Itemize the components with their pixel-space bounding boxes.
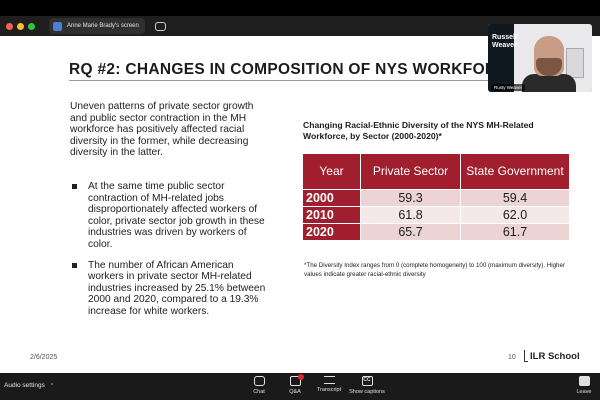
video-banner-name: Russell Weaver bbox=[492, 34, 517, 50]
show-captions-label: Show captions bbox=[349, 389, 385, 395]
wall-art bbox=[566, 48, 584, 78]
participant-beard bbox=[536, 58, 562, 76]
slide-title: RQ #2: CHANGES IN COMPOSITION OF NYS WOR… bbox=[69, 61, 519, 78]
notification-badge-icon bbox=[297, 374, 304, 380]
top-black-bar bbox=[0, 0, 600, 16]
table-row: 2010 61.8 62.0 bbox=[302, 206, 570, 224]
table-row: 2020 65.7 61.7 bbox=[302, 223, 570, 241]
window-controls bbox=[6, 22, 35, 30]
show-captions-button[interactable]: CC Show captions bbox=[347, 376, 387, 395]
participant-shirt bbox=[522, 74, 576, 92]
qa-button[interactable]: Q&A bbox=[275, 374, 315, 395]
cell-private: 61.8 bbox=[360, 206, 461, 224]
bullet-text: The number of African American workers i… bbox=[88, 259, 266, 317]
header-private-sector: Private Sector bbox=[360, 153, 461, 190]
audio-settings-button[interactable]: Audio settings ^ bbox=[4, 382, 53, 389]
leave-label: Leave bbox=[576, 389, 592, 395]
ilr-logo-mark-icon bbox=[524, 350, 528, 362]
ilr-school-logo: ILR School bbox=[524, 349, 580, 363]
cell-year: 2000 bbox=[302, 189, 361, 207]
slide-bullet-list: At the same time public sector contracti… bbox=[70, 181, 270, 327]
chat-icon bbox=[253, 376, 265, 386]
participant-name-badge: Rusty Weaver bbox=[491, 84, 526, 91]
bullet-marker bbox=[72, 262, 77, 268]
leave-button[interactable]: Leave bbox=[570, 376, 598, 395]
header-state-government: State Government bbox=[460, 153, 570, 190]
chat-bubble-icon[interactable] bbox=[154, 21, 166, 31]
table-caption: Changing Racial-Ethnic Diversity of the … bbox=[303, 120, 534, 141]
bullet-item: The number of African American workers i… bbox=[70, 260, 270, 318]
chat-button[interactable]: Chat bbox=[239, 376, 279, 395]
minimize-window-button[interactable] bbox=[17, 22, 24, 30]
cell-state: 59.4 bbox=[460, 189, 570, 207]
slide-page-number: 10 bbox=[508, 354, 516, 361]
video-name-last: Weaver bbox=[492, 42, 517, 49]
screen-share-icon bbox=[53, 21, 62, 31]
transcript-icon bbox=[323, 376, 335, 384]
header-year: Year bbox=[302, 153, 361, 190]
ilr-logo-text: ILR School bbox=[530, 350, 580, 362]
transcript-button[interactable]: Transcript bbox=[309, 376, 349, 393]
meeting-toolbar: Audio settings ^ Chat Q&A Transcript CC … bbox=[0, 373, 600, 400]
chat-label: Chat bbox=[253, 389, 265, 395]
diversity-table: Year Private Sector State Government 200… bbox=[302, 153, 570, 241]
maximize-window-button[interactable] bbox=[28, 22, 35, 30]
bullet-text: At the same time public sector contracti… bbox=[88, 181, 265, 250]
presentation-slide: RQ #2: CHANGES IN COMPOSITION OF NYS WOR… bbox=[0, 36, 600, 373]
bullet-item: At the same time public sector contracti… bbox=[70, 181, 270, 251]
audio-settings-label: Audio settings bbox=[4, 382, 45, 389]
cell-year: 2020 bbox=[302, 223, 361, 241]
shared-screen-title: Anne Marie Brady's screen bbox=[67, 23, 139, 29]
cell-state: 61.7 bbox=[460, 223, 570, 241]
participant-video-tile[interactable]: Russell Weaver Rusty Weaver bbox=[488, 24, 592, 92]
chevron-up-icon: ^ bbox=[50, 382, 54, 389]
qa-icon bbox=[289, 374, 304, 386]
title-divider bbox=[69, 80, 509, 81]
table-row: 2000 59.3 59.4 bbox=[302, 189, 570, 207]
table-footnote: *The Diversity Index ranges from 0 (comp… bbox=[304, 262, 566, 278]
slide-intro-text: Uneven patterns of private sector growth… bbox=[70, 101, 254, 159]
shared-screen-tab[interactable]: Anne Marie Brady's screen bbox=[49, 18, 145, 34]
video-banner: Russell Weaver bbox=[488, 24, 517, 92]
close-window-button[interactable] bbox=[6, 22, 13, 30]
cell-year: 2010 bbox=[302, 206, 361, 224]
video-name-first: Russell bbox=[492, 34, 517, 41]
window-title-bar: Anne Marie Brady's screen bbox=[0, 16, 600, 36]
leave-icon bbox=[578, 376, 590, 386]
cell-state: 62.0 bbox=[460, 206, 570, 224]
slide-date: 2/6/2025 bbox=[30, 354, 58, 361]
cell-private: 65.7 bbox=[360, 223, 461, 241]
transcript-label: Transcript bbox=[316, 387, 342, 393]
cell-private: 59.3 bbox=[360, 189, 461, 207]
captions-icon: CC bbox=[361, 376, 373, 386]
bullet-marker bbox=[72, 184, 77, 189]
qa-label: Q&A bbox=[289, 389, 301, 395]
table-header-row: Year Private Sector State Government bbox=[302, 153, 570, 190]
